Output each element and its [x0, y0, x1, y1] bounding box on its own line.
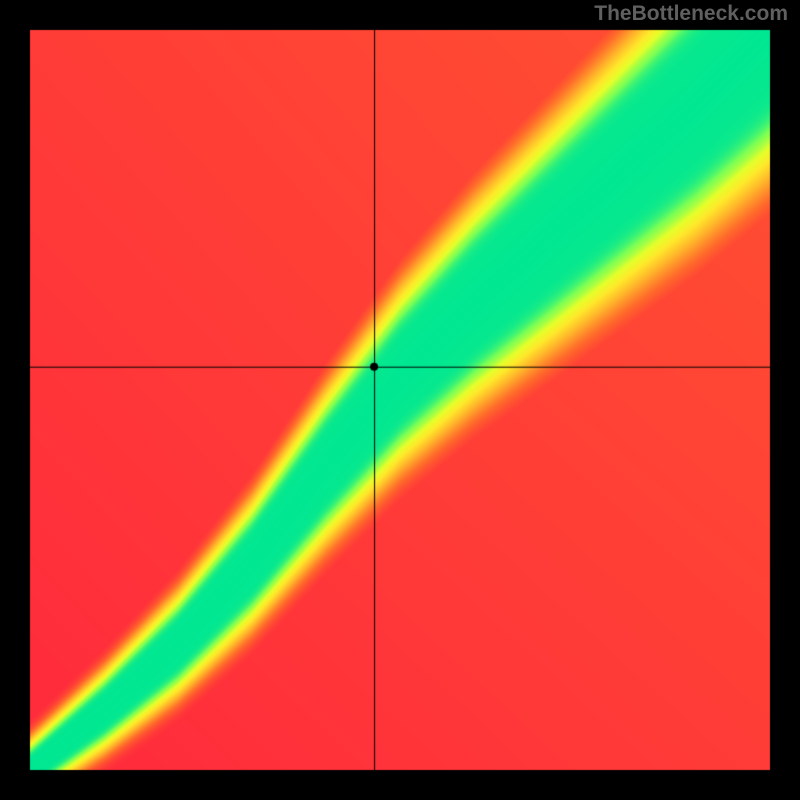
watermark-text: TheBottleneck.com [594, 2, 788, 26]
heatmap-canvas [0, 0, 800, 800]
chart-container: TheBottleneck.com [0, 0, 800, 800]
